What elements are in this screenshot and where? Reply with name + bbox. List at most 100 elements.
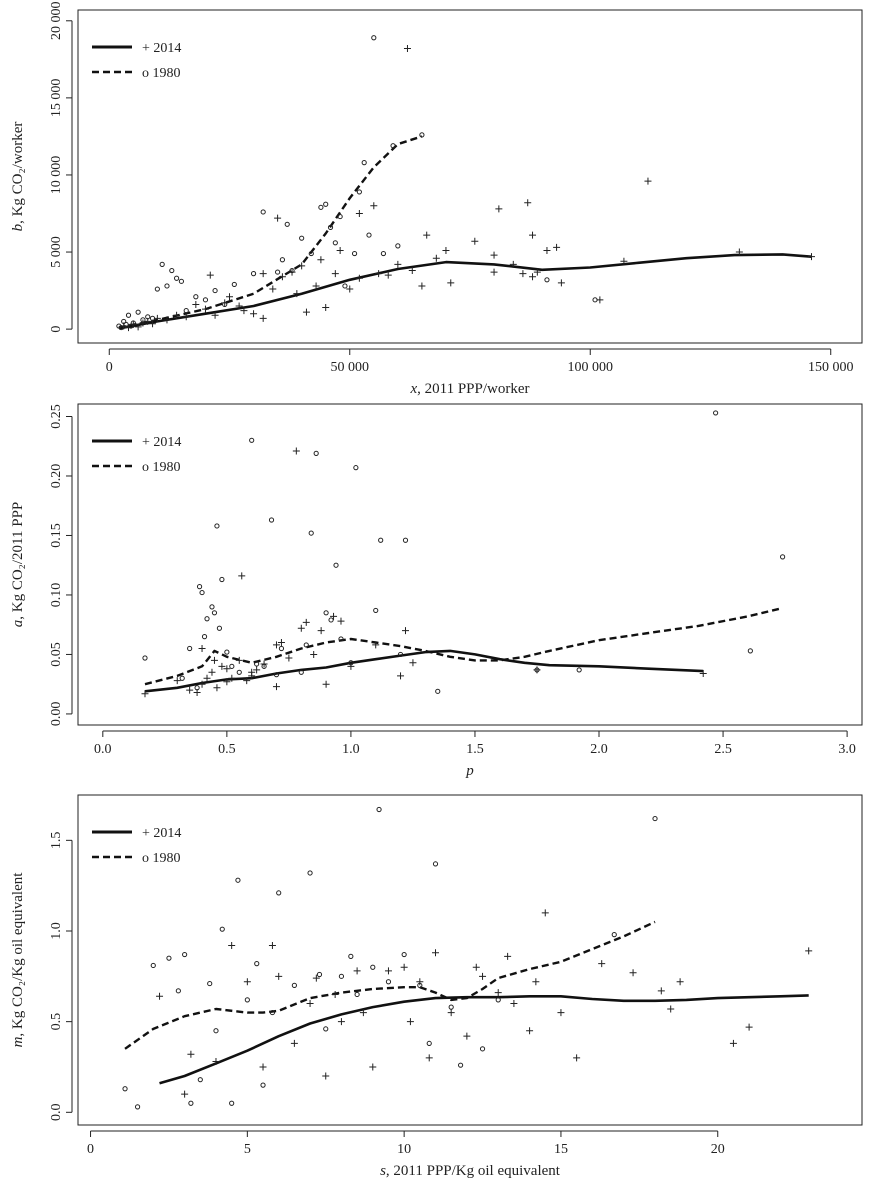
x-axis-title: s, 2011 PPP/Kg oil equivalent <box>380 1163 561 1178</box>
data-point-1980 <box>179 675 185 681</box>
y-tick-label: 0.25 <box>49 404 64 429</box>
data-point-1980 <box>376 806 382 813</box>
chart-panel-2: 0.0 0.5 1.0 1.5 2.0 2.5 3.0 0.00 0.05 0.10 0.15 0.2… <box>10 403 863 779</box>
data-point-2014 <box>331 990 339 998</box>
data-point-1980 <box>348 660 354 666</box>
data-point-2014 <box>259 1063 267 1071</box>
data-point-1980 <box>260 1082 266 1088</box>
data-point-2014 <box>494 989 502 997</box>
data-point-1980 <box>199 589 205 596</box>
data-point-2014 <box>211 311 219 319</box>
data-point-2014 <box>243 978 251 986</box>
data-point-2014 <box>223 678 231 686</box>
data-point-2014 <box>292 447 300 455</box>
data-point-2014 <box>331 270 339 278</box>
data-point-2014 <box>203 674 211 682</box>
data-point-2014 <box>269 285 277 293</box>
data-point-1980 <box>236 669 242 675</box>
data-point-2014 <box>598 960 606 968</box>
data-point-1980 <box>592 297 598 303</box>
smooth-line-1980 <box>144 606 783 686</box>
data-point-1980 <box>353 465 359 471</box>
data-point-2014 <box>213 684 221 692</box>
plot-frame <box>77 403 863 726</box>
legend-label-1980: o 1980 <box>142 66 181 81</box>
x-tick-label: 0.0 <box>94 742 112 757</box>
data-point-1980 <box>118 324 124 331</box>
data-point-2014 <box>620 257 628 265</box>
data-point-1980 <box>316 971 323 978</box>
data-point-1980 <box>780 554 786 560</box>
data-point-2014 <box>529 273 537 281</box>
data-point-2014 <box>557 279 565 287</box>
y-tick-label: 5 000 <box>49 236 64 268</box>
data-point-1980 <box>269 1009 276 1016</box>
data-point-1980 <box>291 982 297 988</box>
smooth-line-2014 <box>144 649 704 693</box>
data-point-2014 <box>272 683 280 691</box>
data-point-1980 <box>338 636 344 642</box>
data-point-1980 <box>275 269 281 275</box>
data-point-1980 <box>395 243 401 249</box>
data-point-1980 <box>169 267 175 274</box>
data-point-2014 <box>490 268 498 276</box>
data-point-2014 <box>543 247 551 254</box>
data-point-2014 <box>557 1009 565 1017</box>
data-point-2014 <box>359 1009 367 1017</box>
y-axis-title-text: , Kg CO₂/2011 PPP <box>10 502 26 620</box>
data-point-1980 <box>219 576 225 583</box>
data-point-2014 <box>532 978 540 986</box>
data-point-2014 <box>312 282 320 290</box>
y-axis-title: b, Kg CO₂/worker <box>10 122 26 232</box>
data-point-2014 <box>629 969 637 977</box>
data-point-2014 <box>198 644 206 652</box>
data-point-1980 <box>370 964 376 970</box>
data-point-1980 <box>337 213 343 220</box>
data-point-2014 <box>541 909 549 917</box>
data-point-1980 <box>149 315 156 321</box>
y-tick-label: 0.00 <box>49 702 64 727</box>
data-point-1980 <box>307 870 313 876</box>
data-point-2014 <box>298 262 306 270</box>
data-point-1980 <box>130 320 136 326</box>
y-axis-title-variable: a <box>10 620 26 628</box>
data-point-1980 <box>209 604 215 610</box>
y-axis-title: m, Kg CO₂/Kg oil equivalent <box>10 872 26 1048</box>
y-tick-label: 0.10 <box>49 583 64 608</box>
y-tick-label: 0.15 <box>49 523 64 548</box>
data-point-2014 <box>259 314 267 322</box>
data-point-1980 <box>419 132 425 138</box>
data-point-1980 <box>417 982 423 988</box>
data-point-2014 <box>432 949 440 957</box>
data-point-1980 <box>371 35 377 41</box>
x-tick-label: 10 <box>397 1142 411 1157</box>
data-point-2014 <box>226 293 234 301</box>
data-point-2014 <box>302 308 310 316</box>
data-point-2014 <box>277 639 285 647</box>
data-point-1980 <box>448 1004 454 1010</box>
x-tick-label: 0.5 <box>218 742 236 757</box>
y-axis-title-variable: m <box>10 1036 26 1047</box>
data-point-2014 <box>250 310 258 318</box>
data-point-1980 <box>229 1100 235 1106</box>
data-point-2014 <box>198 680 206 688</box>
data-point-1980 <box>479 1046 486 1052</box>
legend: + 2014 o 1980 <box>92 41 181 81</box>
data-point-1980 <box>211 610 218 616</box>
data-point-1980 <box>197 1077 203 1083</box>
data-point-2014 <box>346 285 354 293</box>
data-point-2014 <box>423 231 431 239</box>
data-point-2014 <box>432 254 440 262</box>
data-point-1980 <box>196 584 203 590</box>
data-point-1980 <box>224 649 230 655</box>
data-point-1980 <box>435 688 441 694</box>
data-point-2014 <box>418 282 426 290</box>
data-point-2014 <box>302 618 310 626</box>
data-point-1980 <box>134 1104 141 1110</box>
x-tick-label: 3.0 <box>838 742 856 757</box>
data-point-2014 <box>504 952 512 960</box>
data-point-1980 <box>154 286 160 292</box>
data-point-2014 <box>206 271 214 279</box>
data-point-2014 <box>425 1054 433 1062</box>
